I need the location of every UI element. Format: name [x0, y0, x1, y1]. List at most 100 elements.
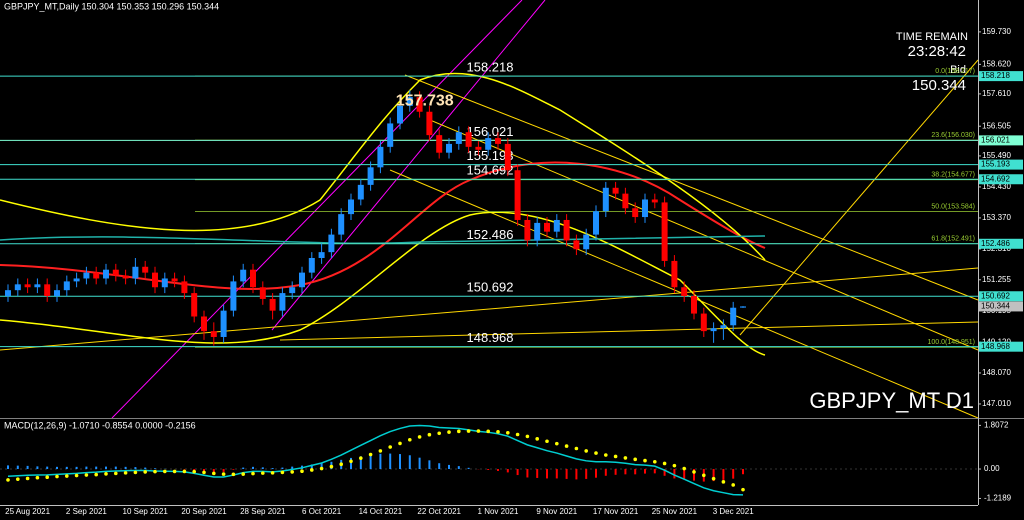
candle-body: [171, 278, 178, 282]
histogram-bar: [516, 469, 519, 476]
candle-body: [73, 278, 80, 282]
level-label: 158.218: [467, 60, 514, 75]
candle-body: [328, 234, 335, 253]
candle-body: [397, 105, 403, 124]
signal-dot: [672, 463, 677, 468]
signal-dot: [388, 445, 393, 449]
high-label: 157.738: [396, 92, 454, 109]
candle-body: [210, 331, 217, 337]
fib-label: 61.8(152.491): [931, 235, 975, 242]
signal-dot: [378, 449, 383, 453]
candle-body: [357, 184, 364, 200]
bollinger-band: [0, 211, 766, 356]
candle-body: [93, 272, 100, 279]
signal-dot: [486, 429, 491, 434]
histogram-bar: [281, 467, 284, 470]
histogram-bar: [555, 469, 558, 479]
signal-dot: [45, 475, 49, 480]
histogram-bar: [399, 454, 401, 470]
y-tick-label: 158.620: [982, 59, 1011, 68]
signal-dot: [143, 470, 147, 474]
level-price-label: 152.486: [981, 239, 1010, 248]
y-tick-label: 155.490: [982, 151, 1011, 160]
candle-body: [259, 287, 266, 299]
signal-dot: [731, 483, 735, 487]
candle-body: [455, 132, 462, 144]
up-trendline: [279, 321, 979, 341]
x-tick-label: 3 Dec 2021: [713, 507, 754, 516]
chart-header: GBPJPY_MT,Daily 150.304 150.353 150.296 …: [4, 1, 219, 11]
signal-dot: [506, 430, 510, 435]
candle-body: [250, 269, 256, 288]
candle-body: [103, 269, 109, 279]
down-channel: [404, 74, 979, 301]
fib-label: 100.0(148.951): [928, 339, 975, 346]
signal-dot: [633, 457, 637, 462]
histogram-bar: [320, 463, 323, 470]
timer-title: TIME REMAIN: [896, 31, 968, 43]
candle-body: [504, 143, 511, 171]
signal-dot: [74, 473, 79, 478]
candle-body: [269, 298, 276, 311]
histogram-bar: [379, 453, 382, 470]
signal-dot: [496, 430, 500, 434]
candle-body: [338, 214, 345, 235]
candle-body: [191, 293, 198, 317]
x-tick-label: 9 Nov 2021: [536, 507, 577, 516]
y-tick-label: 153.370: [982, 213, 1011, 222]
candle-body: [563, 219, 570, 241]
signal-dot: [613, 454, 618, 459]
candle-body: [142, 266, 149, 273]
signal-dot: [25, 476, 30, 481]
level-label: 152.486: [467, 227, 514, 242]
histogram-bar: [252, 466, 254, 470]
histogram-bar: [85, 466, 88, 470]
signal-dot: [212, 471, 216, 476]
histogram-bar: [291, 466, 294, 470]
bid-price: 150.344: [912, 77, 966, 94]
up-trendline: [0, 267, 979, 351]
signal-dot: [692, 470, 696, 474]
histogram-bar: [467, 467, 470, 470]
level-label: 150.692: [467, 280, 514, 295]
candle-body: [446, 143, 452, 153]
histogram-bar: [242, 467, 245, 470]
y-tick-label: 148.070: [982, 368, 1011, 377]
histogram-bar: [359, 456, 362, 470]
histogram-bar: [624, 469, 627, 475]
signal-dot: [133, 470, 138, 475]
signal-dot: [35, 475, 40, 480]
candle-body: [416, 97, 423, 112]
histogram-bar: [614, 469, 617, 475]
x-tick-label: 14 Oct 2021: [359, 507, 403, 516]
level-price-label: 148.968: [981, 342, 1010, 351]
signal-dot: [280, 470, 285, 475]
signal-dot: [349, 459, 353, 464]
histogram-bar: [653, 469, 656, 474]
histogram-bar: [16, 465, 19, 470]
signal-dot: [270, 471, 275, 475]
bollinger-band: [0, 72, 766, 261]
signal-dot: [447, 430, 451, 434]
candle-body: [651, 199, 658, 203]
candle-body: [83, 272, 90, 279]
signal-dot: [604, 453, 608, 457]
trendlines: [0, 0, 979, 419]
histogram-bar: [506, 469, 509, 473]
candle-body: [63, 281, 70, 291]
level-label: 154.692: [467, 163, 514, 178]
histogram-bar: [408, 455, 411, 470]
x-tick-label: 2 Sep 2021: [66, 507, 107, 516]
candle-body: [34, 284, 41, 288]
signal-dot: [555, 441, 559, 446]
signal-dot: [319, 466, 324, 471]
histogram-bar: [634, 469, 637, 475]
signal-dot: [55, 474, 59, 479]
histogram-bar: [585, 469, 588, 479]
candle-body: [622, 193, 629, 209]
histogram-bar: [722, 469, 725, 480]
signal-dot: [15, 477, 20, 481]
candle-body: [475, 146, 482, 150]
